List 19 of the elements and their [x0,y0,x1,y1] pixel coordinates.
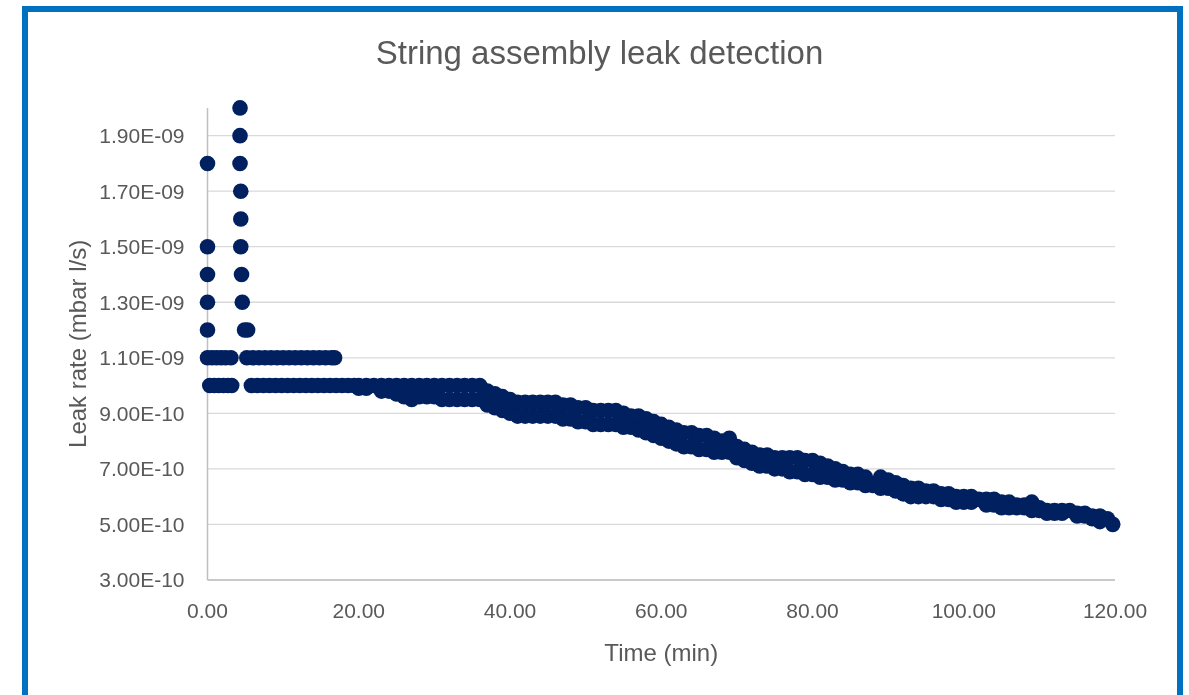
x-tick-label: 60.00 [634,599,688,623]
y-axis-title: Leak rate (mbar l/s) [63,239,91,448]
y-tick-label: 7.00E-10 [99,457,185,481]
y-tick-label: 1.30E-09 [99,290,185,314]
x-tick-label: 80.00 [786,599,839,623]
y-tick-label: 9.00E-10 [99,401,185,425]
x-tick-label: 20.00 [332,599,386,623]
y-tick-label: 1.90E-09 [99,124,185,148]
x-tick-label: 120.00 [1082,599,1148,623]
y-tick-label: 3.00E-10 [99,568,185,592]
x-axis-title: Time (min) [604,638,719,666]
chart-title: String assembly leak detection [375,33,824,71]
y-tick-label: 5.00E-10 [99,512,185,536]
y-tick-label: 1.50E-09 [99,235,185,259]
y-tick-label: 1.10E-09 [99,346,185,370]
x-tick-label: 0.00 [187,599,228,623]
y-tick-label: 1.70E-09 [99,179,185,203]
x-tick-label: 40.00 [483,599,537,623]
x-tick-label: 100.00 [931,599,996,623]
